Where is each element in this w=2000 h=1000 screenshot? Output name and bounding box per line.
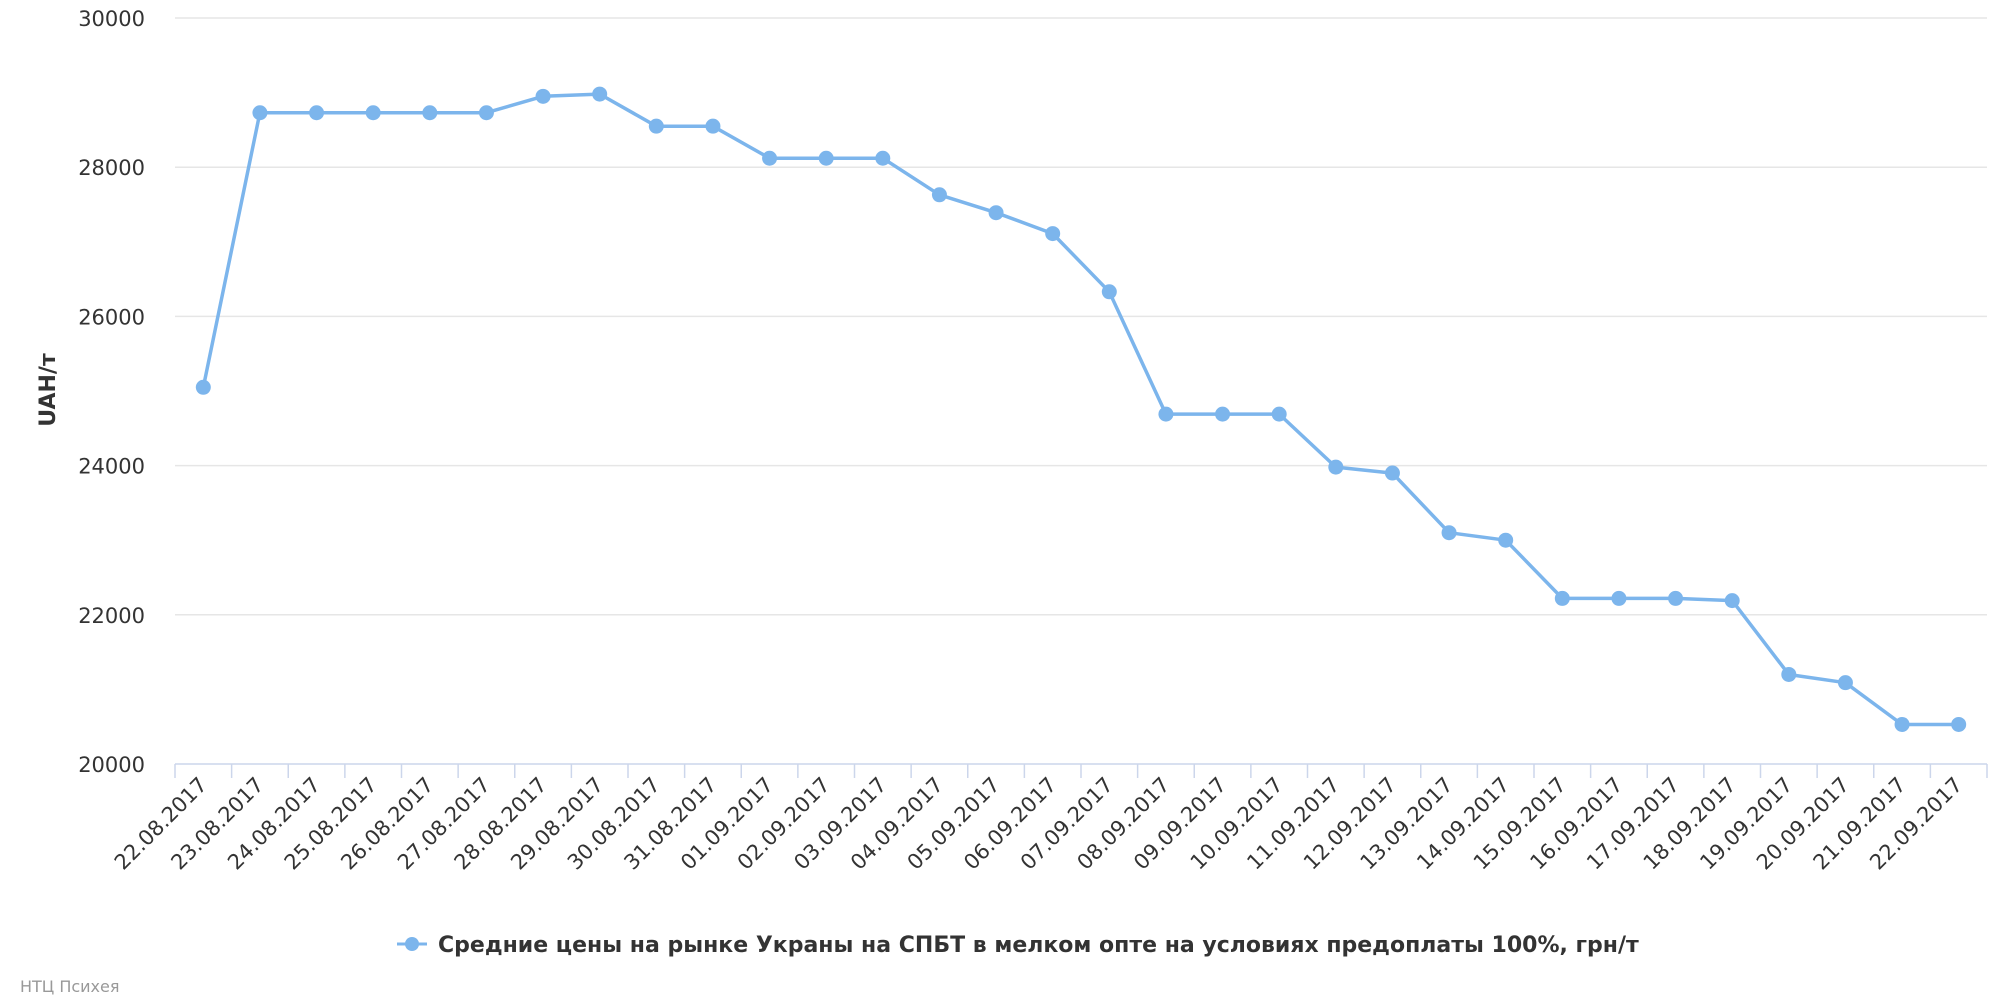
series-line — [201, 92, 1961, 727]
y-axis-tick-labels: 20000 22000 24000 26000 28000 30000 — [78, 7, 145, 777]
credits-text[interactable]: НТЦ Психея — [20, 977, 120, 996]
y-tick-label: 28000 — [78, 156, 145, 180]
data-point[interactable] — [988, 205, 1004, 221]
data-point[interactable] — [705, 118, 721, 134]
legend-item-label[interactable]: Средние цены на рынке Украны на СПБТ в м… — [438, 933, 1639, 958]
y-tick-label: 26000 — [78, 305, 145, 329]
data-point[interactable] — [1045, 226, 1061, 242]
y-tick-label: 24000 — [78, 455, 145, 479]
data-point[interactable] — [252, 105, 268, 121]
data-point[interactable] — [535, 88, 551, 104]
data-point[interactable] — [309, 105, 325, 121]
data-point[interactable] — [365, 105, 381, 121]
y-tick-label: 20000 — [78, 753, 145, 777]
data-point[interactable] — [1158, 406, 1174, 422]
data-point[interactable] — [1384, 465, 1400, 481]
y-tick-label: 22000 — [78, 604, 145, 628]
x-axis — [174, 763, 1988, 778]
legend-marker-dot — [405, 937, 419, 951]
data-point[interactable] — [818, 150, 834, 166]
legend[interactable]: Средние цены на рынке Украны на СПБТ в м… — [397, 933, 1639, 958]
data-point[interactable] — [478, 105, 494, 121]
data-point[interactable] — [931, 187, 947, 203]
data-point[interactable] — [1554, 590, 1570, 606]
data-point[interactable] — [422, 105, 438, 121]
data-point[interactable] — [1781, 666, 1797, 682]
data-point[interactable] — [195, 379, 211, 395]
data-point[interactable] — [1951, 716, 1967, 732]
data-point[interactable] — [1611, 590, 1627, 606]
data-point[interactable] — [1101, 284, 1117, 300]
data-point[interactable] — [1328, 459, 1344, 475]
data-point[interactable] — [1894, 716, 1910, 732]
y-axis-title: UAH/т — [36, 353, 61, 427]
data-point[interactable] — [1724, 593, 1740, 609]
data-point[interactable] — [1215, 406, 1231, 422]
y-tick-label: 30000 — [78, 7, 145, 31]
data-point[interactable] — [1441, 525, 1457, 541]
data-point[interactable] — [648, 118, 664, 134]
data-point[interactable] — [1668, 590, 1684, 606]
x-axis-tick-labels: 22.08.201723.08.201724.08.201725.08.2017… — [110, 773, 1967, 875]
data-point[interactable] — [1498, 532, 1514, 548]
data-point[interactable] — [592, 86, 608, 102]
data-point[interactable] — [762, 150, 778, 166]
series-group — [195, 86, 1967, 732]
data-point[interactable] — [1837, 675, 1853, 691]
data-point[interactable] — [875, 150, 891, 166]
data-point[interactable] — [1271, 406, 1287, 422]
grid-lines — [175, 17, 1987, 616]
